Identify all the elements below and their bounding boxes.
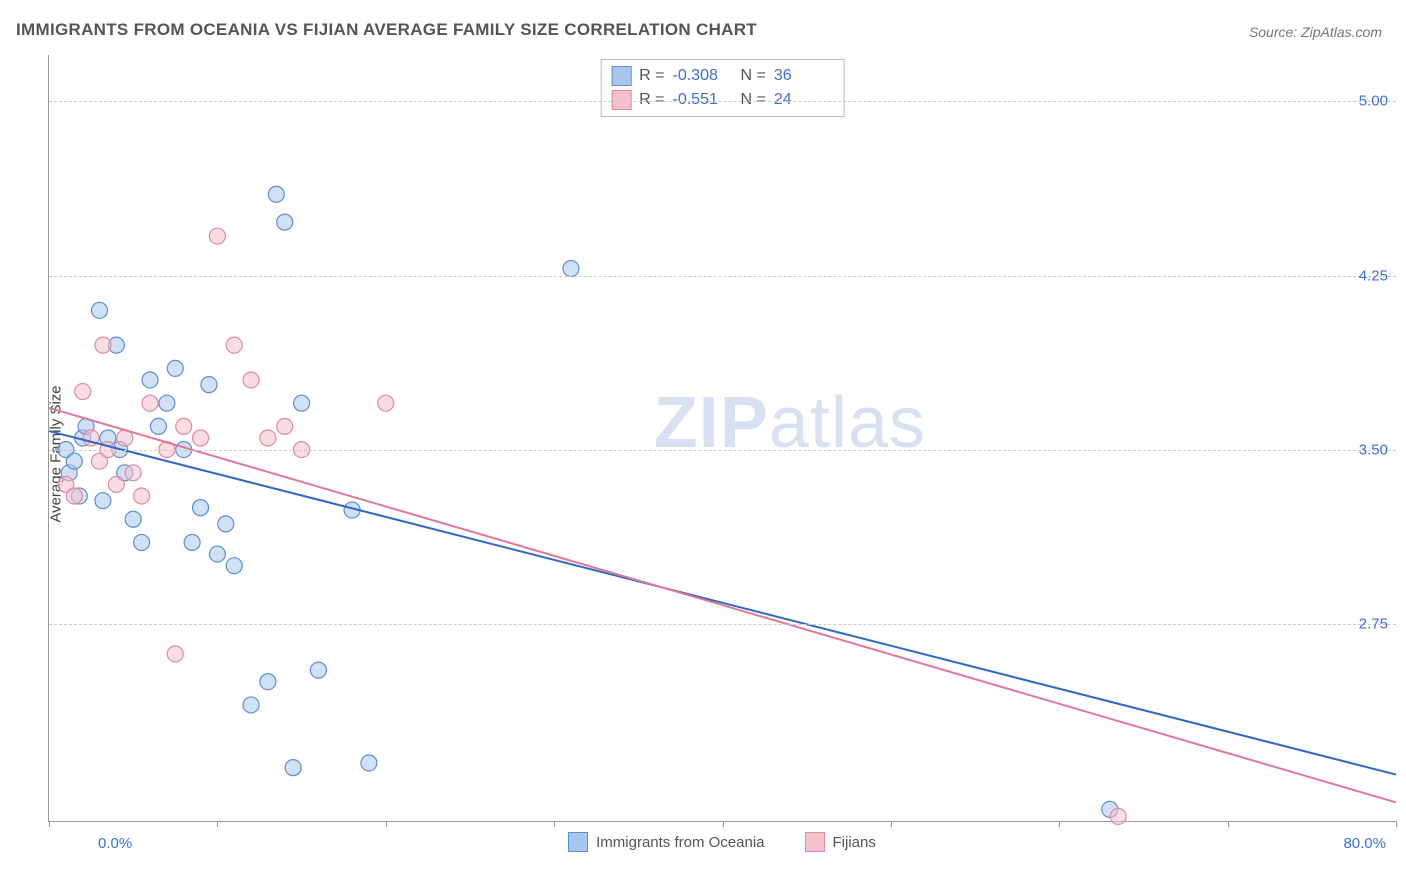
- scatter-point: [243, 697, 259, 713]
- scatter-point: [95, 493, 111, 509]
- scatter-point: [243, 372, 259, 388]
- scatter-point: [218, 516, 234, 532]
- scatter-point: [294, 395, 310, 411]
- scatter-point: [108, 476, 124, 492]
- grid-line: [49, 624, 1396, 625]
- scatter-point: [66, 488, 82, 504]
- scatter-point: [134, 488, 150, 504]
- x-tick: [49, 821, 50, 827]
- scatter-point: [167, 360, 183, 376]
- legend-item: Immigrants from Oceania: [568, 832, 764, 852]
- grid-line: [49, 101, 1396, 102]
- chart-title: IMMIGRANTS FROM OCEANIA VS FIJIAN AVERAG…: [16, 20, 757, 40]
- x-tick: [1059, 821, 1060, 827]
- scatter-point: [125, 465, 141, 481]
- legend-item: Fijians: [805, 832, 876, 852]
- x-tick: [554, 821, 555, 827]
- scatter-point: [184, 534, 200, 550]
- y-tick-label: 4.25: [1359, 267, 1388, 284]
- scatter-point: [285, 760, 301, 776]
- scatter-point: [226, 558, 242, 574]
- scatter-point: [361, 755, 377, 771]
- scatter-point: [310, 662, 326, 678]
- y-tick-label: 2.75: [1359, 615, 1388, 632]
- scatter-point: [193, 500, 209, 516]
- scatter-point: [66, 453, 82, 469]
- scatter-point: [277, 214, 293, 230]
- legend-swatch: [568, 832, 588, 852]
- scatter-point: [260, 430, 276, 446]
- scatter-point: [226, 337, 242, 353]
- grid-line: [49, 450, 1396, 451]
- scatter-point: [142, 395, 158, 411]
- scatter-point: [92, 302, 108, 318]
- y-tick-label: 5.00: [1359, 93, 1388, 110]
- scatter-point: [1110, 808, 1126, 824]
- x-tick: [891, 821, 892, 827]
- scatter-point: [209, 228, 225, 244]
- scatter-point: [378, 395, 394, 411]
- scatter-point: [95, 337, 111, 353]
- source-attribution: Source: ZipAtlas.com: [1249, 24, 1382, 40]
- y-tick-label: 3.50: [1359, 441, 1388, 458]
- scatter-point: [193, 430, 209, 446]
- scatter-point: [277, 418, 293, 434]
- plot-svg: [49, 55, 1396, 821]
- scatter-point: [268, 186, 284, 202]
- x-tick: [217, 821, 218, 827]
- legend-label: Immigrants from Oceania: [596, 834, 764, 851]
- scatter-point: [260, 674, 276, 690]
- legend-label: Fijians: [833, 834, 876, 851]
- scatter-point: [167, 646, 183, 662]
- plot-region: ZIPatlas R =-0.308N =36R =-0.551N =24 2.…: [48, 55, 1396, 822]
- scatter-point: [150, 418, 166, 434]
- x-tick: [386, 821, 387, 827]
- scatter-point: [176, 418, 192, 434]
- scatter-point: [134, 534, 150, 550]
- grid-line: [49, 276, 1396, 277]
- scatter-point: [159, 395, 175, 411]
- legend-swatch: [805, 832, 825, 852]
- x-tick: [1396, 821, 1397, 827]
- scatter-point: [125, 511, 141, 527]
- scatter-point: [75, 384, 91, 400]
- scatter-point: [563, 261, 579, 277]
- x-tick: [1228, 821, 1229, 827]
- x-tick: [723, 821, 724, 827]
- regression-line: [49, 408, 1396, 803]
- scatter-point: [209, 546, 225, 562]
- scatter-point: [201, 377, 217, 393]
- regression-line: [49, 431, 1396, 775]
- scatter-point: [142, 372, 158, 388]
- bottom-legend: Immigrants from Oceania Fijians: [48, 832, 1396, 852]
- chart-area: Average Family Size ZIPatlas R =-0.308N …: [48, 55, 1396, 852]
